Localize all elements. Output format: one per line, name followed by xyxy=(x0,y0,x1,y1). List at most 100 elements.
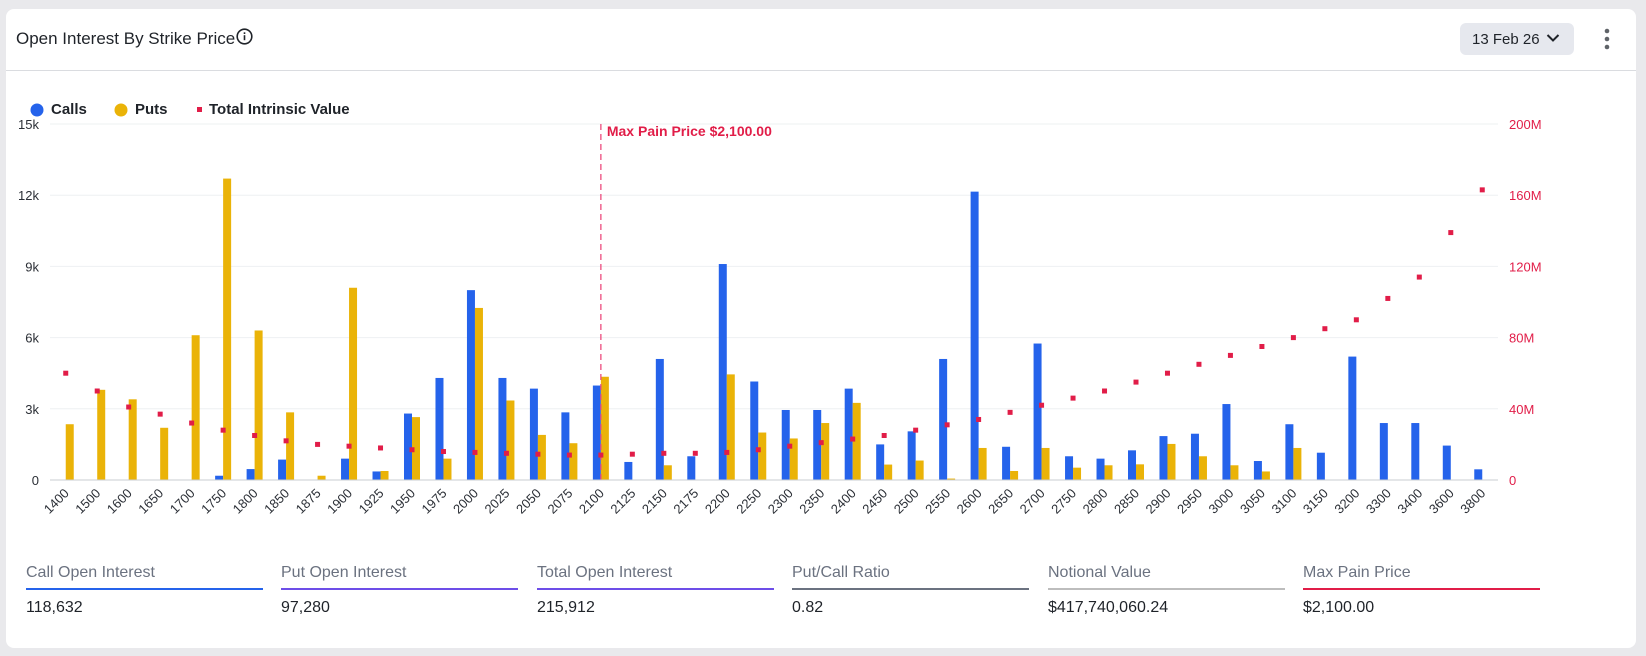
stat-call-open-interest: Call Open Interest 118,632 xyxy=(26,564,263,634)
bar-calls xyxy=(1316,452,1325,480)
bar-puts xyxy=(1010,470,1019,480)
x-tick-label: 2500 xyxy=(891,486,922,517)
bar-calls xyxy=(1379,423,1388,480)
bar-puts xyxy=(1136,464,1144,480)
x-tick-label: 2350 xyxy=(796,486,827,517)
point-intrinsic-value xyxy=(881,433,887,438)
bar-calls xyxy=(372,471,381,480)
point-intrinsic-value xyxy=(818,440,824,446)
point-intrinsic-value xyxy=(1290,335,1296,341)
y-tick-label-left: 12k xyxy=(18,188,39,203)
x-tick-label: 1900 xyxy=(324,486,355,517)
point-intrinsic-value xyxy=(1070,395,1076,401)
chart-card: Open Interest By Strike Price 13 Feb 26 … xyxy=(6,9,1636,648)
stat-put-open-interest: Put Open Interest 97,280 xyxy=(281,564,518,634)
x-tick-label: 2600 xyxy=(954,486,985,517)
bar-calls xyxy=(466,290,475,480)
y-tick-label-left: 9k xyxy=(25,259,39,274)
more-options-icon[interactable] xyxy=(1600,27,1614,51)
point-intrinsic-value xyxy=(850,436,856,442)
x-tick-label: 2300 xyxy=(765,486,796,517)
bar-puts xyxy=(412,417,420,480)
point-intrinsic-value xyxy=(157,411,163,417)
stat-value: 0.82 xyxy=(792,599,824,616)
point-intrinsic-value xyxy=(944,422,950,428)
point-intrinsic-value xyxy=(252,433,258,438)
legend-label-calls: Calls xyxy=(51,101,87,118)
bar-puts xyxy=(474,307,483,480)
legend-swatch-intrinsic xyxy=(197,107,202,112)
x-tick-label: 1650 xyxy=(135,486,166,517)
x-tick-label: 3000 xyxy=(1205,486,1236,517)
bar-puts xyxy=(1198,456,1207,480)
stat-put-call-ratio: Put/Call Ratio 0.82 xyxy=(792,564,1029,634)
stat-underline xyxy=(537,588,774,590)
bar-calls xyxy=(498,377,507,480)
bar-puts xyxy=(223,178,232,480)
bar-puts xyxy=(65,424,74,480)
stat-label: Total Open Interest xyxy=(537,564,673,581)
bar-calls xyxy=(844,388,853,480)
legend-swatch-puts xyxy=(114,103,128,117)
card-header: Open Interest By Strike Price 13 Feb 26 xyxy=(6,9,1636,71)
bar-calls xyxy=(1033,343,1042,480)
stat-value: 97,280 xyxy=(281,599,330,616)
point-intrinsic-value xyxy=(1322,326,1328,332)
point-intrinsic-value xyxy=(787,443,793,449)
info-icon[interactable] xyxy=(236,28,253,45)
open-interest-chart: 0 0 3k 40M 6k 80M 9k 120M 12k 160M 15k 200M Max Pain… xyxy=(18,117,1542,517)
x-tick-label: 1925 xyxy=(356,486,387,517)
x-tick-label: 1700 xyxy=(167,486,198,517)
x-tick-label: 2550 xyxy=(922,486,953,517)
stat-label: Put/Call Ratio xyxy=(792,564,890,581)
point-intrinsic-value xyxy=(724,449,730,455)
bar-calls xyxy=(1190,433,1199,480)
point-intrinsic-value xyxy=(472,449,478,455)
point-intrinsic-value xyxy=(629,451,635,457)
bar-puts xyxy=(1073,467,1082,480)
bar-puts xyxy=(569,443,578,480)
point-intrinsic-value xyxy=(503,450,509,456)
legend-label-intrinsic: Total Intrinsic Value xyxy=(209,101,350,118)
x-tick-label: 2450 xyxy=(859,486,890,517)
point-intrinsic-value xyxy=(1164,370,1170,376)
point-intrinsic-value xyxy=(1196,361,1202,367)
bar-puts xyxy=(789,438,798,480)
bar-calls xyxy=(435,377,444,480)
bar-calls xyxy=(1065,456,1074,480)
bar-calls xyxy=(341,458,350,480)
x-tick-label: 2000 xyxy=(450,486,481,517)
x-tick-label: 3800 xyxy=(1457,486,1488,517)
point-intrinsic-value xyxy=(1133,379,1139,385)
stat-label: Put Open Interest xyxy=(281,564,407,581)
bar-calls xyxy=(1253,461,1262,480)
x-tick-label: 3300 xyxy=(1363,486,1394,517)
stat-underline xyxy=(26,588,263,590)
point-intrinsic-value xyxy=(346,443,352,449)
stat-label: Max Pain Price xyxy=(1303,564,1411,581)
bar-calls xyxy=(1411,423,1420,480)
x-tick-label: 2850 xyxy=(1111,486,1142,517)
point-intrinsic-value xyxy=(692,450,698,456)
y-tick-label-right: 40M xyxy=(1509,402,1534,417)
bar-puts xyxy=(1230,465,1239,480)
point-intrinsic-value xyxy=(1007,409,1013,415)
x-tick-label: 2025 xyxy=(481,486,512,517)
bar-calls xyxy=(718,264,727,480)
bar-puts xyxy=(1104,465,1113,480)
bar-puts xyxy=(947,478,956,480)
bar-calls xyxy=(1002,446,1011,480)
bar-puts xyxy=(978,447,987,480)
date-select-button[interactable]: 13 Feb 26 xyxy=(1460,23,1574,55)
bar-puts xyxy=(915,460,924,480)
x-tick-label: 2950 xyxy=(1174,486,1205,517)
bar-puts xyxy=(663,465,672,480)
point-intrinsic-value xyxy=(1227,352,1233,358)
point-intrinsic-value xyxy=(1385,295,1391,301)
x-tick-label: 2400 xyxy=(828,486,859,517)
bar-puts xyxy=(506,400,515,480)
x-tick-label: 1750 xyxy=(198,486,229,517)
bar-calls xyxy=(1222,404,1231,480)
point-intrinsic-value xyxy=(409,447,415,453)
y-tick-label-left: 6k xyxy=(25,331,39,346)
